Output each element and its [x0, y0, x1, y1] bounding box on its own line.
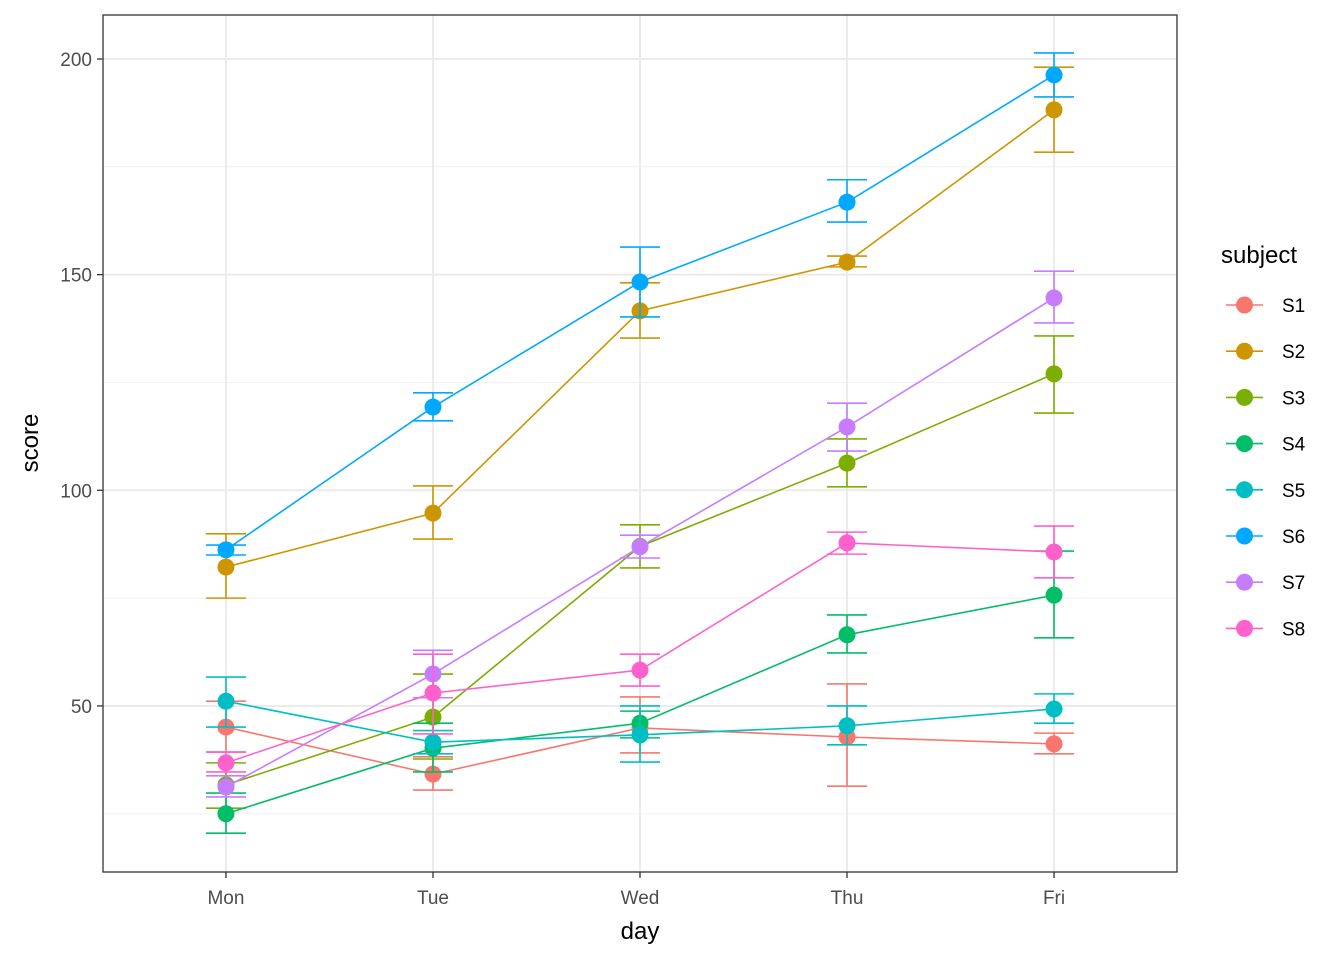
x-axis: Mon Tue Wed Thu Fri	[207, 872, 1065, 909]
data-point	[424, 504, 442, 522]
data-point	[1045, 586, 1063, 604]
legend-key-point	[1236, 573, 1253, 591]
legend-label: S8	[1282, 619, 1305, 640]
legend-item-S1: S1	[1226, 296, 1305, 317]
legend-key-point	[1236, 527, 1253, 545]
legend-item-S6: S6	[1226, 527, 1305, 548]
series-S6	[205, 52, 1075, 559]
legend-label: S6	[1282, 527, 1305, 548]
y-tick-label: 100	[60, 481, 92, 502]
y-tick-label: 150	[60, 266, 92, 287]
y-axis: 50 100 150 200	[60, 50, 103, 718]
data-point	[217, 541, 235, 559]
data-point	[424, 398, 442, 416]
x-tick-label: Fri	[1043, 888, 1065, 909]
series-S8	[205, 525, 1075, 773]
data-point	[424, 733, 442, 751]
legend-key-point	[1236, 296, 1253, 314]
legend-item-S8: S8	[1226, 619, 1305, 640]
y-tick-label: 200	[60, 50, 92, 71]
data-point	[424, 684, 442, 702]
legend-key-point	[1236, 435, 1253, 453]
legend-label: S5	[1282, 481, 1305, 502]
data-point	[838, 253, 856, 271]
data-point	[1045, 101, 1063, 119]
y-axis-title: score	[17, 414, 44, 473]
data-point	[217, 754, 235, 772]
data-point	[1045, 289, 1063, 307]
x-axis-title: day	[621, 918, 660, 945]
data-point	[1045, 365, 1063, 383]
legend-label: S3	[1282, 388, 1305, 409]
legend-label: S1	[1282, 296, 1305, 317]
legend-title: subject	[1221, 242, 1297, 269]
data-point	[838, 534, 856, 552]
data-point	[217, 692, 235, 710]
legend-item-S4: S4	[1226, 435, 1306, 456]
legend-item-S3: S3	[1226, 388, 1305, 409]
series-S7	[205, 270, 1075, 798]
data-point	[631, 726, 649, 744]
legend-label: S4	[1282, 435, 1306, 456]
data-point	[1045, 66, 1063, 84]
data-point	[838, 717, 856, 735]
x-tick-label: Wed	[621, 888, 660, 909]
legend-item-S2: S2	[1226, 342, 1305, 363]
legend-label: S7	[1282, 573, 1305, 594]
x-tick-label: Thu	[831, 888, 864, 909]
series-layer	[205, 52, 1075, 834]
data-point	[217, 805, 235, 823]
data-point	[838, 418, 856, 436]
series-S5	[205, 676, 1075, 763]
data-point	[631, 661, 649, 679]
x-tick-label: Tue	[417, 888, 449, 909]
data-point	[838, 454, 856, 472]
legend-item-S5: S5	[1226, 481, 1305, 502]
data-point	[838, 626, 856, 644]
legend-key-point	[1236, 619, 1253, 637]
data-point	[424, 765, 442, 783]
data-point	[217, 778, 235, 796]
x-tick-label: Mon	[207, 888, 244, 909]
data-point	[1045, 735, 1063, 753]
data-point	[1045, 700, 1063, 718]
legend: subject S1 S2 S3 S4 S5 S6 S7 S8	[1221, 242, 1306, 640]
y-tick-label: 50	[71, 697, 92, 718]
data-point	[631, 538, 649, 556]
legend-key-point	[1236, 388, 1253, 406]
data-point	[217, 558, 235, 576]
legend-key-point	[1236, 481, 1253, 499]
data-point	[631, 273, 649, 291]
legend-key-point	[1236, 342, 1253, 360]
data-point	[1045, 543, 1063, 561]
legend-item-S7: S7	[1226, 573, 1305, 594]
data-point	[838, 193, 856, 211]
legend-label: S2	[1282, 342, 1305, 363]
